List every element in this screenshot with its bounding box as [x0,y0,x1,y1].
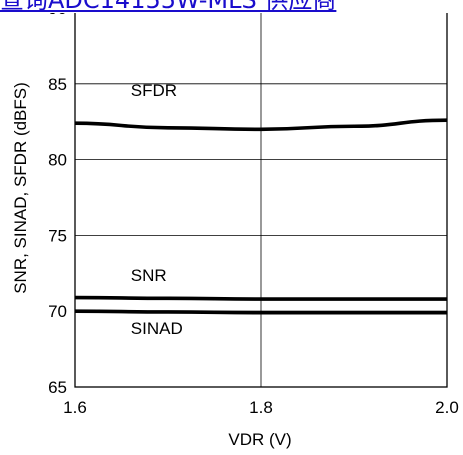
y-tick-label: 65 [48,378,67,397]
series-label-sinad: SINAD [131,319,183,338]
series-label-snr: SNR [131,266,167,285]
series-label-sfdr: SFDR [131,81,177,100]
x-tick-label: 1.8 [249,398,273,417]
x-tick-label: 2.0 [435,398,459,417]
series-line-sinad [74,309,447,315]
series-line-snr [74,295,447,301]
x-axis-label: VDR (V) [228,430,291,449]
y-tick-label: 70 [48,302,67,321]
supplier-search-link[interactable]: 查询ADC14155W-MLS 供应商 [0,0,463,13]
y-tick-label: 75 [48,226,67,245]
x-tick-label: 1.6 [63,398,87,417]
y-tick-label: 85 [48,75,67,94]
y-tick-label: 80 [48,151,67,170]
series-line-sfdr [74,118,448,132]
y-axis-label: SNR, SINAD, SFDR (dBFS) [11,82,30,294]
